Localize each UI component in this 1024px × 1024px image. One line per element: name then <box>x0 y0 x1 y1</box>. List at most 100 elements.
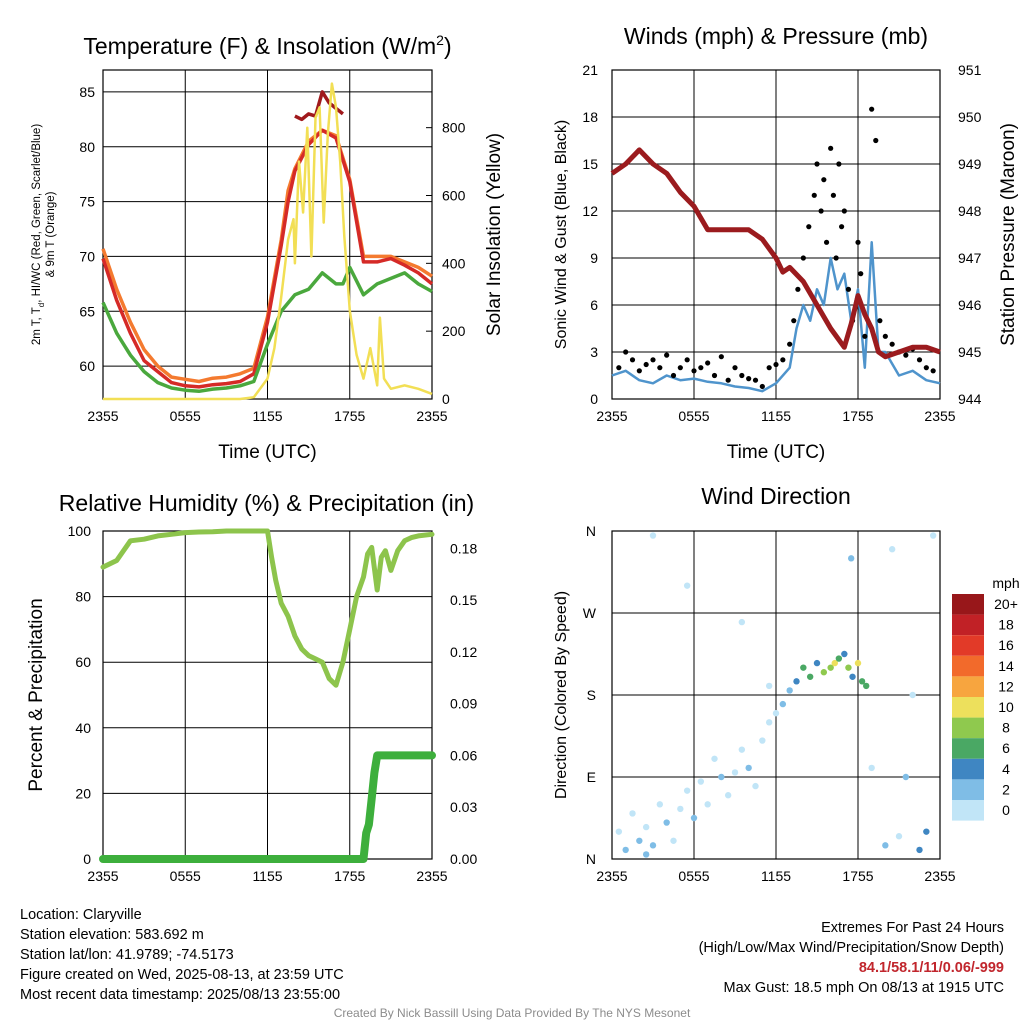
y2-tick-label: 0.06 <box>450 747 477 763</box>
title-superscript: 2 <box>436 32 444 48</box>
y2-tick-label: 0.18 <box>450 540 477 556</box>
gust-point <box>839 224 845 230</box>
y2-tick-label: 950 <box>958 109 982 125</box>
series-line-1 <box>101 128 434 389</box>
x-tick-label: 1755 <box>842 408 873 424</box>
y2-axis-label: Station Pressure (Maroon) <box>998 123 1019 346</box>
gust-point <box>787 341 793 347</box>
legend-swatch <box>952 594 984 615</box>
y2-tick-label: 945 <box>958 344 982 360</box>
direction-point <box>929 532 937 539</box>
series-line-1 <box>99 751 436 863</box>
chart-title: Wind Direction <box>701 483 851 509</box>
x-tick-label: 2355 <box>416 408 447 424</box>
plot-border <box>102 69 433 400</box>
y2-tick-label: 946 <box>958 297 982 313</box>
gust-point <box>698 365 704 371</box>
y-axis-label: 2m T, Td, HI/WC (Red, Green, Scarlet/Blu… <box>31 124 46 345</box>
gust-point <box>766 365 772 371</box>
direction-point <box>636 837 643 844</box>
gust-point <box>814 161 820 167</box>
y-tick-label: 75 <box>79 194 95 210</box>
extremes-values: 84.1/58.1/11/0.06/-999 <box>858 960 1004 976</box>
direction-point <box>724 792 732 799</box>
y-tick-label: 18 <box>582 109 598 125</box>
y-tick-label: N <box>586 851 596 867</box>
legend-label: 10 <box>998 699 1014 715</box>
direction-point <box>738 746 746 753</box>
gust-point <box>732 365 738 371</box>
direction-point <box>704 801 711 808</box>
gust-point <box>684 357 690 363</box>
gust-point <box>780 357 786 363</box>
gust-point <box>923 365 929 371</box>
y2-tick-label: 200 <box>442 323 466 339</box>
legend-swatch <box>952 800 984 821</box>
gust-point <box>889 341 895 347</box>
y2-axis-label: Solar Insolation (Yellow) <box>484 133 505 336</box>
direction-point <box>902 773 910 781</box>
gust-point <box>811 192 817 198</box>
direction-point <box>858 678 866 685</box>
gust-point <box>869 106 875 112</box>
y-axis-label-2: & 9m T (Orange) <box>45 191 57 277</box>
legend-swatch <box>952 635 984 656</box>
x-tick-label: 2355 <box>924 868 955 884</box>
gust-point <box>823 239 830 245</box>
direction-point <box>772 710 780 717</box>
max-gust-text: Max Gust: 18.5 mph On 08/13 at 1915 UTC <box>723 980 1004 996</box>
y-tick-label: 65 <box>79 303 95 319</box>
x-tick-label: 1155 <box>252 408 282 424</box>
gust-point <box>705 360 711 366</box>
y-tick-label: 9 <box>590 250 598 266</box>
legend-label: 12 <box>998 678 1014 694</box>
x-axis-label: Time (UTC) <box>727 442 826 463</box>
direction-point <box>835 655 843 662</box>
y-tick-label: 0 <box>83 851 91 867</box>
gust-point <box>818 208 824 214</box>
direction-point <box>642 823 650 831</box>
timestamp-text: Most recent data timestamp: 2025/08/13 2… <box>20 987 341 1003</box>
gust-point <box>664 352 670 358</box>
legend-label: 0 <box>1002 802 1010 818</box>
extremes-title: Extremes For Past 24 Hours <box>821 920 1004 936</box>
direction-point <box>615 828 623 835</box>
direction-point <box>690 814 698 822</box>
x-tick-label: 0555 <box>678 868 709 884</box>
y-tick-label: 70 <box>79 248 95 264</box>
x-tick-label: 2355 <box>596 408 627 424</box>
legend-swatch <box>952 779 984 800</box>
y-tick-label: 40 <box>75 720 91 736</box>
direction-point <box>863 682 870 690</box>
direction-point <box>697 778 705 785</box>
x-tick-label: 2355 <box>596 868 627 884</box>
gust-point <box>916 357 923 363</box>
legend-label: 8 <box>1002 720 1010 736</box>
x-axis-label: Time (UTC) <box>218 442 317 463</box>
y2-tick-label: 0.00 <box>450 851 477 867</box>
direction-point <box>827 664 834 671</box>
legend-swatch <box>952 717 984 739</box>
legend-label: 14 <box>998 658 1014 674</box>
credit-text: Created By Nick Bassill Using Data Provi… <box>333 1006 691 1020</box>
color-legend <box>952 594 984 821</box>
panel-1 <box>610 69 941 400</box>
ylabel-subscript: d <box>37 303 46 307</box>
direction-point <box>786 687 793 694</box>
gust-point <box>616 365 622 371</box>
panel-0 <box>101 69 434 401</box>
y-tick-label: 100 <box>68 523 92 539</box>
y2-tick-label: 947 <box>958 250 982 266</box>
y-tick-label: 15 <box>582 156 598 172</box>
panel-3 <box>611 530 941 860</box>
y-tick-label: S <box>587 687 596 703</box>
gust-point <box>725 377 731 383</box>
direction-point <box>731 769 739 776</box>
x-tick-label: 1755 <box>334 408 365 424</box>
y-tick-label: 80 <box>75 589 91 605</box>
x-tick-label: 0555 <box>170 868 201 884</box>
direction-point <box>800 664 807 671</box>
legend-title: mph <box>992 575 1019 591</box>
direction-point <box>622 846 629 854</box>
